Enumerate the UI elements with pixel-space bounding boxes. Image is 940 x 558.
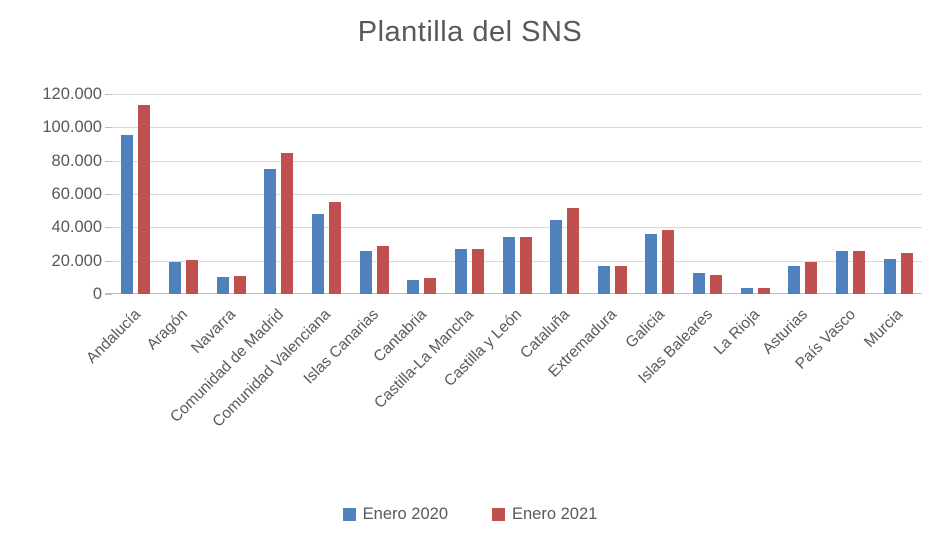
bar-enero-2020-andalucía — [121, 135, 134, 294]
bar-enero-2020-islas-baleares — [693, 273, 706, 294]
bar-enero-2021-galicia — [662, 230, 675, 294]
legend: Enero 2020 Enero 2021 — [0, 505, 940, 524]
y-axis-tick — [105, 194, 112, 195]
bar-enero-2021-castilla-la-mancha — [471, 249, 484, 294]
bar-enero-2021-cantabria — [424, 278, 437, 294]
bar-enero-2020-extremadura — [597, 266, 610, 294]
bar-enero-2020-castilla-la-mancha — [454, 249, 467, 294]
y-axis-tick — [105, 294, 112, 295]
y-axis-tick-label: 60.000 — [51, 185, 102, 203]
y-axis-tick-label: 40.000 — [51, 218, 102, 237]
bar-enero-2021-islas-canarias — [376, 246, 389, 294]
bar-enero-2021-castilla-y-león — [519, 237, 532, 294]
bar-enero-2020-comunidad-valenciana — [311, 214, 324, 294]
bar-enero-2020-murcia — [883, 259, 896, 294]
gridline — [112, 94, 922, 95]
legend-label: Enero 2021 — [512, 505, 598, 523]
bar-enero-2021-país-vasco — [853, 251, 866, 294]
gridline — [112, 160, 922, 162]
gridline — [112, 194, 922, 195]
gridline — [112, 127, 922, 129]
bar-enero-2021-islas-baleares — [710, 275, 723, 294]
bar-enero-2021-comunidad-valenciana — [328, 202, 341, 294]
gridline — [112, 260, 922, 262]
bar-enero-2020-islas-canarias — [359, 251, 372, 294]
bar-enero-2021-navarra — [233, 276, 246, 294]
y-axis-tick-label: 100.000 — [42, 118, 102, 137]
chart-title: Plantilla del SNS — [357, 16, 583, 48]
bar-enero-2021-asturias — [805, 262, 818, 294]
bar-enero-2020-cantabria — [407, 280, 420, 294]
legend-item-enero-2021: Enero 2021 — [492, 505, 597, 524]
y-axis-tick — [105, 160, 112, 162]
legend-item-enero-2020: Enero 2020 — [342, 505, 448, 524]
x-axis-labels: Andalucía Aragón Navarra Comunidad de Madri… — [0, 298, 940, 473]
y-axis-tick — [105, 260, 112, 262]
y-axis-tick-label: 80.000 — [51, 151, 102, 170]
y-axis-tick — [105, 94, 112, 95]
y-axis-tick — [105, 127, 112, 129]
bar-enero-2020-galicia — [645, 234, 658, 294]
bar-enero-2021-aragón — [185, 260, 198, 294]
legend-swatch-icon — [342, 508, 356, 521]
bar-enero-2021-extremadura — [614, 266, 627, 294]
bar-enero-2020-comunidad-de-madrid — [264, 169, 277, 294]
y-axis-tick-label: 20.000 — [51, 251, 102, 270]
legend-label: Enero 2020 — [362, 505, 448, 523]
bar-enero-2020-navarra — [216, 277, 229, 294]
gridline — [112, 227, 922, 229]
y-axis-tick-label: 120.000 — [42, 85, 102, 103]
y-axis-tick — [105, 227, 112, 229]
bar-enero-2020-aragón — [168, 262, 181, 294]
bar-enero-2021-cataluña — [567, 208, 580, 294]
bar-enero-2021-la-rioja — [757, 288, 770, 294]
bar-enero-2020-castilla-y-león — [502, 237, 515, 294]
y-axis-tick-label: 0 — [92, 285, 102, 303]
bar-enero-2020-la-rioja — [740, 288, 753, 294]
bar-enero-2020-asturias — [788, 266, 801, 294]
legend-swatch-icon — [492, 508, 505, 521]
plot-area — [105, 94, 922, 294]
bar-enero-2021-murcia — [900, 253, 913, 294]
bar-enero-2020-cataluña — [550, 220, 563, 294]
bar-enero-2021-comunidad-de-madrid — [281, 153, 294, 294]
x-axis-category-label: Andalucía — [83, 306, 144, 367]
bar-enero-2021-andalucía — [138, 105, 151, 294]
bar-enero-2020-país-vasco — [836, 251, 849, 294]
